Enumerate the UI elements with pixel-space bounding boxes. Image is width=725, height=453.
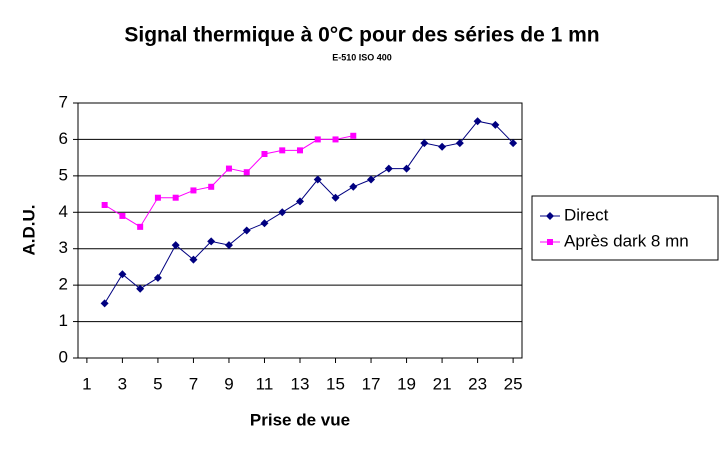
- legend-marker: [547, 239, 553, 245]
- data-point: [350, 132, 357, 139]
- data-point: [190, 187, 197, 194]
- x-tick-label: 13: [291, 374, 310, 393]
- data-point: [100, 299, 109, 308]
- y-tick-label: 5: [59, 165, 68, 184]
- y-tick-label: 1: [59, 311, 68, 330]
- chart-subtitle: E-510 ISO 400: [332, 52, 392, 62]
- data-point: [207, 237, 216, 246]
- data-point: [171, 241, 180, 250]
- x-tick-label: 15: [326, 374, 345, 393]
- x-tick-label: 25: [504, 374, 523, 393]
- data-point: [260, 219, 269, 228]
- y-tick-label: 7: [59, 92, 68, 111]
- data-point: [224, 241, 233, 250]
- data-point: [189, 255, 198, 264]
- data-point: [261, 151, 268, 157]
- data-point: [242, 226, 251, 235]
- data-point: [153, 273, 162, 282]
- legend-label: Direct: [564, 205, 609, 224]
- legend-marker: [546, 212, 554, 220]
- x-tick-label: 1: [82, 374, 91, 393]
- legend-box: [531, 195, 719, 261]
- legend-label: Après dark 8 mn: [564, 231, 689, 250]
- y-axis-title: A.D.U.: [19, 205, 38, 256]
- x-tick-label: 11: [256, 374, 274, 393]
- plot-area: [77, 102, 523, 359]
- data-point: [101, 202, 108, 208]
- data-point: [473, 117, 482, 126]
- data-point: [225, 165, 232, 172]
- data-point: [313, 175, 322, 184]
- data-point: [331, 193, 340, 202]
- x-tick-label: 9: [224, 374, 233, 393]
- data-point: [349, 182, 358, 191]
- x-tick-label: 21: [433, 374, 452, 393]
- y-tick-label: 3: [59, 238, 68, 257]
- data-point: [172, 194, 179, 201]
- data-point: [136, 284, 145, 293]
- x-axis-title: Prise de vue: [250, 410, 350, 429]
- y-tick-label: 0: [59, 347, 68, 366]
- y-tick-label: 2: [59, 275, 68, 294]
- data-point: [137, 223, 144, 230]
- x-tick-label: 5: [153, 374, 162, 393]
- data-point: [420, 139, 429, 148]
- data-point: [455, 139, 464, 148]
- x-tick-label: 23: [468, 374, 487, 393]
- data-point: [208, 183, 215, 190]
- data-point: [296, 197, 304, 206]
- data-point: [384, 164, 393, 173]
- x-tick-label: 3: [118, 374, 127, 393]
- data-point: [279, 147, 286, 154]
- y-tick-label: 6: [59, 129, 68, 148]
- data-point: [243, 169, 250, 176]
- data-point: [118, 270, 127, 279]
- x-tick-label: 19: [397, 374, 416, 393]
- x-tick-label: 7: [189, 374, 198, 393]
- data-point: [119, 212, 126, 219]
- data-point: [278, 208, 287, 217]
- data-point: [509, 139, 518, 148]
- x-tick-label: 17: [362, 374, 381, 393]
- data-point: [491, 120, 500, 129]
- data-point: [438, 142, 447, 151]
- data-point: [367, 175, 376, 184]
- data-point: [332, 136, 339, 143]
- data-point: [297, 147, 303, 154]
- y-tick-label: 4: [59, 202, 68, 221]
- data-point: [154, 194, 161, 201]
- data-point: [402, 164, 411, 173]
- chart-title: Signal thermique à 0°C pour des séries d…: [124, 24, 599, 47]
- data-point: [314, 136, 321, 143]
